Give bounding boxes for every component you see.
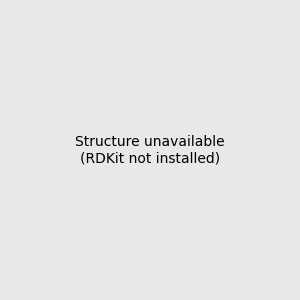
Text: Structure unavailable
(RDKit not installed): Structure unavailable (RDKit not install… — [75, 135, 225, 165]
